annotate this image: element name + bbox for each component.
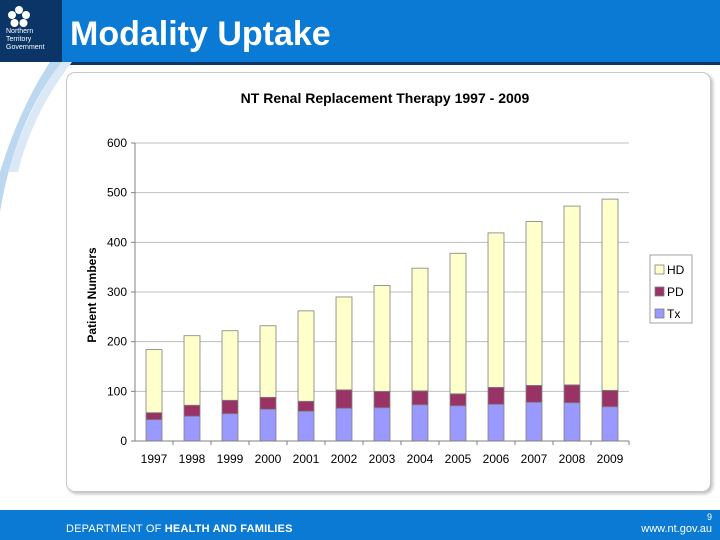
- bar-tx-2006: [487, 403, 505, 442]
- legend-label-pd: PD: [667, 285, 684, 299]
- bar-hd-2009: [601, 198, 619, 391]
- axis-layer: 0 100 200 300 400 500 600 1997 1998 1999 2000 2001 2…: [107, 136, 630, 466]
- bar-pd-2001: [297, 400, 315, 412]
- bar-pd-2004: [411, 390, 429, 406]
- bar-tx-2001: [297, 410, 315, 442]
- logo-line: Government: [6, 44, 45, 51]
- y-tick-label: 0: [120, 434, 127, 448]
- bar-tx-2005: [449, 405, 467, 442]
- x-tick-label: 2009: [597, 452, 624, 466]
- bar-pd-2006: [487, 386, 505, 405]
- bar-hd-2002: [335, 296, 353, 391]
- header-band: [0, 0, 720, 62]
- bar-pd-1999: [221, 399, 239, 415]
- y-axis-label: Patient Numbers: [85, 247, 99, 343]
- x-tick-label: 2005: [445, 452, 472, 466]
- y-tick-label: 400: [107, 235, 127, 249]
- x-tick-label: 2002: [331, 452, 358, 466]
- x-tick-label: 1997: [141, 452, 168, 466]
- bar-hd-1997: [145, 349, 163, 414]
- bar-pd-2007: [525, 384, 543, 403]
- bar-hd-2003: [373, 285, 391, 392]
- department-bold: HEALTH AND FAMILIES: [164, 523, 293, 535]
- legend: HD PD Tx: [649, 254, 693, 324]
- bar-hd-2004: [411, 267, 429, 392]
- y-tick-label: 500: [107, 186, 127, 200]
- bar-hd-2000: [259, 325, 277, 398]
- bar-tx-2008: [563, 402, 581, 442]
- logo-line: Northern: [6, 28, 34, 35]
- department-prefix: DEPARTMENT OF: [66, 523, 165, 535]
- logo-text: Northern Territory Government: [6, 28, 60, 52]
- bar-pd-1998: [183, 404, 201, 417]
- bar-pd-2009: [601, 389, 619, 408]
- bar-hd-2006: [487, 232, 505, 388]
- flower-logo-icon: [8, 6, 30, 27]
- y-tick-label: 100: [107, 384, 127, 398]
- bar-tx-2000: [259, 408, 277, 442]
- bar-pd-1997: [145, 412, 163, 421]
- bar-hd-2001: [297, 310, 315, 402]
- department-name: DEPARTMENT OF HEALTH AND FAMILIES: [66, 523, 293, 535]
- logo-line: Territory: [6, 36, 32, 43]
- legend-swatch-tx: [654, 308, 665, 319]
- x-tick-label: 1999: [217, 452, 244, 466]
- legend-label-hd: HD: [667, 263, 685, 277]
- bar-tx-2003: [373, 407, 391, 442]
- bars-layer: [145, 198, 619, 442]
- chart-title: NT Renal Replacement Therapy 1997 - 2009: [241, 90, 530, 106]
- y-tick-label: 200: [107, 335, 127, 349]
- y-tick-label: 300: [107, 285, 127, 299]
- x-tick-label: 2007: [521, 452, 548, 466]
- footer-band: 9 DEPARTMENT OF HEALTH AND FAMILIES www.…: [0, 510, 720, 540]
- bar-hd-2007: [525, 221, 543, 386]
- x-tick-label: 2001: [293, 452, 320, 466]
- legend-label-tx: Tx: [667, 307, 680, 321]
- government-logo: Northern Territory Government: [0, 0, 62, 62]
- x-tick-label: 1998: [179, 452, 206, 466]
- page-number: 9: [706, 512, 712, 522]
- page-title: Modality Uptake: [70, 15, 331, 53]
- y-tick-label: 600: [107, 136, 127, 150]
- bar-tx-2007: [525, 401, 543, 442]
- title-divider: [62, 62, 720, 65]
- bar-tx-2004: [411, 404, 429, 442]
- bar-tx-2002: [335, 407, 353, 442]
- x-tick-label: 2004: [407, 452, 434, 466]
- bar-pd-2005: [449, 393, 467, 407]
- x-tick-label: 2006: [483, 452, 510, 466]
- decorative-swoosh: [0, 62, 72, 212]
- bar-hd-1998: [183, 335, 201, 406]
- bar-tx-1997: [145, 419, 163, 442]
- renal-therapy-chart: 0 100 200 300 400 500 600 1997 1998 1999 2000 2001 2…: [85, 90, 693, 466]
- x-tick-label: 2000: [255, 452, 282, 466]
- bar-pd-2003: [373, 390, 391, 409]
- bar-pd-2008: [563, 384, 581, 404]
- bar-hd-1999: [221, 330, 239, 401]
- bar-pd-2000: [259, 396, 277, 410]
- website-url: www.nt.gov.au: [641, 523, 712, 535]
- bar-hd-2008: [563, 205, 581, 386]
- x-tick-label: 2003: [369, 452, 396, 466]
- legend-swatch-hd: [654, 264, 665, 275]
- bar-tx-1999: [221, 413, 239, 442]
- bar-tx-1998: [183, 415, 201, 442]
- legend-swatch-pd: [654, 286, 665, 297]
- bar-tx-2009: [601, 406, 619, 442]
- x-tick-label: 2008: [559, 452, 586, 466]
- bar-hd-2005: [449, 252, 467, 395]
- chart-frame: 0 100 200 300 400 500 600 1997 1998 1999 2000 2001 2…: [66, 72, 711, 492]
- bar-pd-2002: [335, 389, 353, 409]
